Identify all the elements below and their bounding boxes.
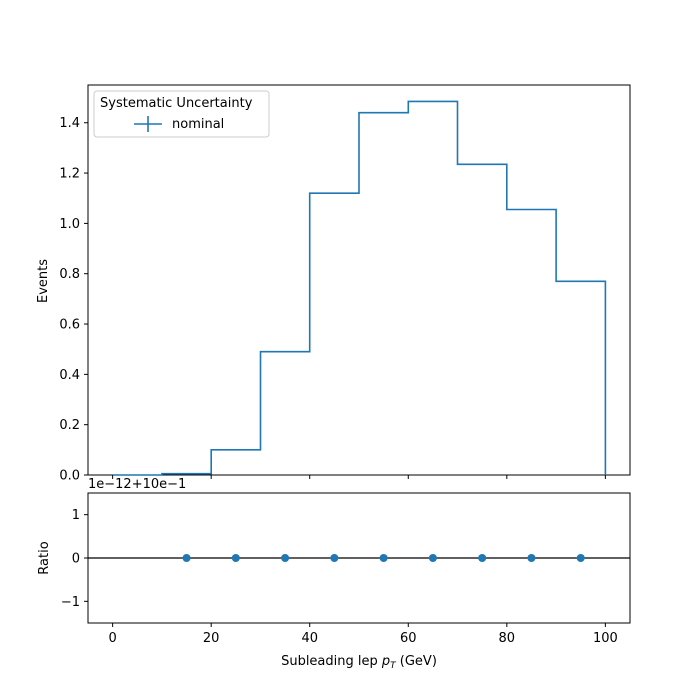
ratio-panel: 0 20 40 60 80 100 −1 0 1 1e−12+10e−1 Ratio Subl…	[37, 477, 631, 671]
ratio-y-ticks: −1 0 1	[61, 508, 88, 610]
ratio-point	[182, 554, 191, 562]
ratio-x-tick-label: 20	[203, 631, 220, 646]
ratio-x-tick-label: 0	[108, 631, 116, 646]
ratio-x-tick-label: 60	[400, 631, 417, 646]
ratio-point	[281, 554, 290, 562]
main-y-tick-label: 0.2	[59, 418, 80, 433]
legend-title: Systematic Uncertainty	[100, 96, 253, 111]
ratio-x-tick-label: 40	[301, 631, 318, 646]
main-y-tick-label: 1.2	[59, 167, 80, 182]
x-axis-label: Subleading lep pT (GeV)	[281, 654, 437, 671]
x-axis-label-unit: (GeV)	[396, 654, 437, 669]
main-y-ticks: 0.0 0.2 0.4 0.6 0.8 1.0 1.2 1.4	[59, 116, 88, 484]
ratio-point	[478, 554, 487, 562]
x-axis-label-subscript: T	[390, 661, 397, 671]
ratio-x-ticks: 0 20 40 60 80 100	[108, 623, 618, 646]
ratio-point	[428, 554, 437, 562]
x-axis-label-main: Subleading lep	[281, 654, 382, 669]
main-plot-frame	[87, 84, 631, 476]
ratio-point	[330, 554, 339, 562]
x-axis-label-symbol: p	[381, 654, 390, 669]
ratio-y-tick-label: −1	[61, 595, 80, 610]
legend-box	[93, 90, 270, 138]
main-y-tick-label: 0.8	[59, 267, 80, 282]
main-y-axis-label: Events	[36, 259, 51, 303]
series-nominal-step	[112, 100, 607, 476]
ratio-point	[379, 554, 388, 562]
main-panel: 0.0 0.2 0.4 0.6 0.8 1.0 1.2 1.4 Events Systemat…	[36, 84, 631, 484]
legend-nominal-marker	[134, 116, 162, 132]
ratio-points	[182, 554, 585, 562]
ratio-y-axis-label: Ratio	[37, 541, 52, 574]
main-y-tick-label: 1.0	[59, 217, 80, 232]
ratio-offset-text: 1e−12+10e−1	[88, 477, 186, 492]
ratio-point	[576, 554, 585, 562]
main-x-ticks	[112, 475, 606, 479]
ratio-point	[527, 554, 536, 562]
ratio-x-tick-label: 100	[593, 631, 618, 646]
main-y-tick-label: 0.4	[59, 368, 80, 383]
ratio-x-tick-label: 80	[499, 631, 516, 646]
main-y-tick-label: 0.6	[59, 318, 80, 333]
main-y-tick-label: 0.0	[59, 469, 80, 484]
ratio-point	[231, 554, 240, 562]
legend: Systematic Uncertainty nominal	[93, 90, 270, 138]
legend-nominal-label: nominal	[172, 117, 224, 132]
ratio-y-tick-label: 1	[72, 508, 80, 523]
ratio-y-tick-label: 0	[72, 552, 80, 567]
main-y-tick-label: 1.4	[59, 116, 80, 131]
